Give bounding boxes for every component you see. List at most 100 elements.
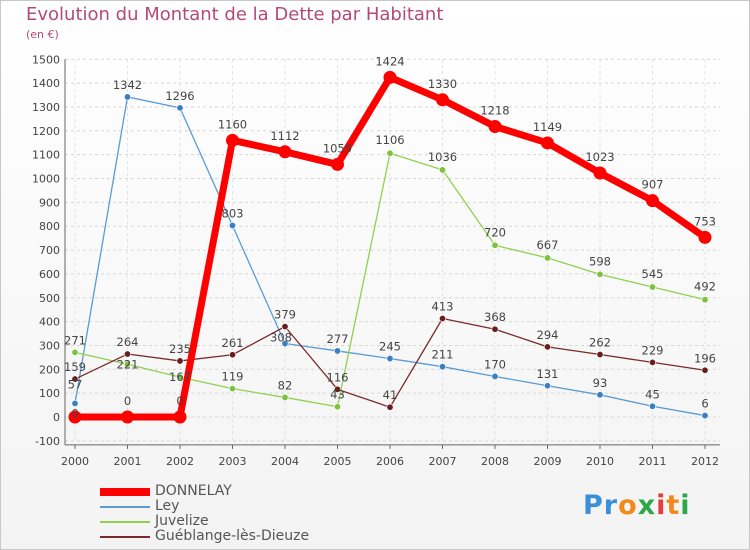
x-tick-label: 2005 — [324, 455, 352, 468]
data-point-juvelize — [386, 149, 394, 157]
data-point-ley — [333, 347, 341, 355]
data-point-donnelay — [593, 166, 607, 180]
data-point-donnelay — [488, 120, 502, 134]
data-label-juvelize: 221 — [117, 357, 139, 371]
data-point-juvelize — [333, 403, 341, 411]
x-tick-label: 2009 — [534, 455, 562, 468]
series-line-juvelize — [74, 152, 706, 408]
data-point-ley — [596, 391, 604, 399]
data-label-ley: 245 — [379, 340, 401, 354]
x-tick-label: 2012 — [691, 455, 719, 468]
data-label-juvelize: 167 — [169, 370, 191, 384]
y-tick-label: 1100 — [32, 149, 60, 162]
data-label-donnelay: 907 — [642, 178, 664, 192]
data-point-ley — [124, 93, 132, 101]
logo-letter: P — [583, 490, 604, 521]
data-point-juvelize — [596, 270, 604, 278]
data-point-ley — [648, 402, 656, 410]
data-point-juvelize — [124, 360, 132, 368]
data-point-donnelay — [698, 230, 712, 244]
y-tick-label: 1000 — [32, 173, 60, 186]
data-label-ley: 131 — [537, 367, 559, 381]
data-label-juvelize: 119 — [222, 370, 244, 384]
x-tick-label: 2008 — [481, 455, 509, 468]
data-label-juvelize: 82 — [278, 378, 293, 392]
chart-title: Evolution du Montant de la Dette par Hab… — [26, 4, 444, 25]
data-label-ley: 803 — [222, 206, 244, 220]
data-label-ley: 308 — [270, 331, 292, 345]
data-label-donnelay: 0 — [124, 394, 131, 408]
data-point-juvelize — [543, 254, 551, 262]
data-label-ley: 0 — [71, 406, 78, 420]
data-point-gu-blange-l-s-dieuze — [71, 375, 79, 383]
data-point-gu-blange-l-s-dieuze — [386, 403, 394, 411]
data-point-juvelize — [491, 241, 499, 249]
data-point-juvelize — [281, 393, 289, 401]
data-label-gu-blange-l-s-dieuze: 294 — [537, 328, 559, 342]
data-label-gu-blange-l-s-dieuze: 116 — [327, 370, 349, 384]
y-tick-label: 900 — [39, 196, 60, 209]
x-tick-label: 2001 — [114, 455, 142, 468]
data-point-juvelize — [438, 166, 446, 174]
x-tick-label: 2011 — [639, 455, 667, 468]
x-tick-label: 2010 — [586, 455, 614, 468]
legend-label: Juvelize — [155, 513, 209, 529]
data-point-donnelay — [646, 194, 659, 208]
data-label-gu-blange-l-s-dieuze: 264 — [117, 335, 139, 349]
data-point-gu-blange-l-s-dieuze — [281, 323, 289, 331]
data-point-ley — [543, 382, 551, 390]
data-point-gu-blange-l-s-dieuze — [701, 366, 709, 374]
data-point-donnelay — [226, 133, 239, 147]
data-label-juvelize: 492 — [694, 280, 716, 294]
data-point-gu-blange-l-s-dieuze — [229, 351, 237, 359]
data-label-juvelize: 598 — [589, 254, 611, 268]
data-label-extra: 57 — [68, 377, 83, 391]
y-tick-label: 1300 — [32, 101, 60, 114]
data-label-ley: 45 — [645, 387, 660, 401]
data-point-gu-blange-l-s-dieuze — [333, 385, 341, 393]
data-point-gu-blange-l-s-dieuze — [124, 350, 132, 358]
y-tick-label: 1200 — [32, 125, 60, 138]
data-point-donnelay — [68, 410, 82, 424]
x-tick-label: 2007 — [429, 455, 457, 468]
line-chart: -100010020030040050060070080090010001100… — [32, 53, 720, 468]
data-point-donnelay — [173, 410, 187, 424]
data-label-juvelize: 1106 — [375, 133, 404, 147]
data-label-donnelay: 1023 — [585, 150, 614, 164]
data-label-juvelize: 43 — [330, 388, 345, 402]
legend-entry: DONNELAY — [100, 484, 309, 499]
data-point-donnelay — [121, 410, 134, 424]
data-label-juvelize: 271 — [64, 333, 86, 347]
data-label-ley: 211 — [432, 348, 454, 362]
legend-swatch — [100, 487, 150, 496]
data-point-gu-blange-l-s-dieuze — [543, 343, 551, 351]
data-label-gu-blange-l-s-dieuze: 262 — [589, 336, 611, 350]
proxiti-logo: Proxiti — [583, 490, 691, 521]
legend-entry: Juvelize — [100, 514, 309, 529]
x-tick-label: 2006 — [376, 455, 404, 468]
x-tick-label: 2000 — [61, 455, 89, 468]
data-point-juvelize — [648, 283, 656, 291]
legend-swatch — [100, 505, 150, 508]
legend-swatch — [100, 535, 150, 538]
logo-letter: i — [680, 490, 691, 521]
data-label-gu-blange-l-s-dieuze: 229 — [642, 343, 664, 357]
legend-label: Guéblange-lès-Dieuze — [155, 528, 310, 544]
data-label-ley: 170 — [484, 357, 506, 371]
data-label-donnelay: 1112 — [270, 129, 299, 143]
data-label-gu-blange-l-s-dieuze: 379 — [274, 308, 296, 322]
chart-legend: DONNELAY Ley Juvelize Guéblange-lès-Dieuze — [100, 484, 309, 544]
y-tick-label: 200 — [39, 363, 60, 376]
data-label-donnelay: 1424 — [375, 54, 404, 68]
data-label-ley: 1342 — [113, 78, 142, 92]
data-label-gu-blange-l-s-dieuze: 41 — [383, 388, 398, 402]
data-point-juvelize — [701, 296, 709, 304]
y-tick-label: 0 — [53, 411, 60, 424]
data-point-ley — [386, 355, 394, 363]
data-label-gu-blange-l-s-dieuze: 235 — [169, 342, 191, 356]
logo-letter: t — [666, 490, 681, 521]
data-point-donnelay — [383, 70, 397, 84]
data-point-gu-blange-l-s-dieuze — [648, 358, 656, 366]
data-point-gu-blange-l-s-dieuze — [176, 357, 184, 365]
data-label-gu-blange-l-s-dieuze: 368 — [484, 310, 506, 324]
